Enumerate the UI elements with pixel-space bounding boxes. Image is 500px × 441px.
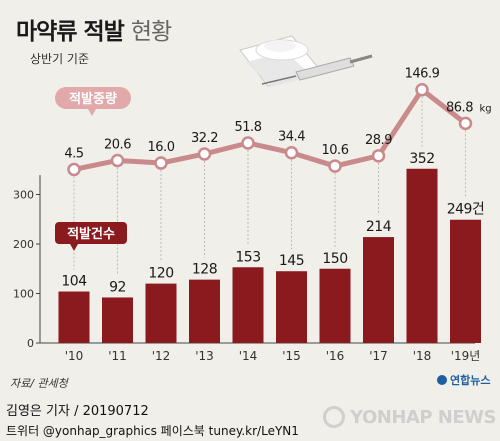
bar-value-label: 249건 bbox=[447, 202, 485, 218]
subtitle: 상반기 기준 bbox=[30, 52, 90, 66]
weight-value-label: 20.6 bbox=[104, 137, 131, 152]
weight-point bbox=[458, 116, 473, 131]
weight-value-label: 4.5 bbox=[64, 146, 83, 161]
weight-value-label: 28.9 bbox=[365, 133, 392, 148]
weight-point bbox=[328, 159, 342, 173]
x-tick-label: '18 bbox=[413, 349, 432, 363]
weight-unit-label: kg bbox=[480, 103, 492, 114]
author-credit: 김영은 기자 / 20190712 bbox=[6, 404, 149, 419]
agency-logo: 연합뉴스 bbox=[437, 372, 490, 388]
x-tick-label: '12 bbox=[152, 349, 171, 363]
weight-point bbox=[110, 153, 125, 168]
bar-series bbox=[58, 168, 481, 343]
bar-value-label: 92 bbox=[109, 279, 126, 295]
weight-point bbox=[284, 145, 299, 160]
weight-value-label: 51.8 bbox=[235, 120, 262, 135]
legend-count-badge: 적발건수 bbox=[55, 222, 127, 251]
bar-value-label: 104 bbox=[61, 274, 87, 290]
x-tick-label: '10 bbox=[65, 349, 84, 363]
legend-count-label: 적발건수 bbox=[67, 226, 115, 242]
weight-point bbox=[371, 149, 386, 163]
agency-logo-icon bbox=[437, 375, 447, 385]
bar bbox=[232, 267, 264, 343]
weight-line bbox=[73, 87, 468, 172]
weight-point bbox=[241, 136, 255, 150]
bar-value-label: 214 bbox=[366, 219, 392, 235]
legend-weight-badge: 적발중량 bbox=[55, 87, 131, 116]
x-tick-label: '16 bbox=[326, 349, 345, 363]
weight-value-label: 16.0 bbox=[148, 140, 175, 155]
title-main: 마약류 적발 bbox=[16, 19, 125, 45]
weight-point bbox=[197, 147, 212, 161]
bar bbox=[450, 219, 481, 343]
x-tick-label: '14 bbox=[239, 349, 258, 363]
y-tick-label: 300 bbox=[13, 189, 34, 202]
syringe-illustration-icon bbox=[239, 35, 373, 87]
bar-value-label: 153 bbox=[235, 249, 260, 265]
weight-value-label: 32.2 bbox=[191, 131, 218, 146]
title-light: 현황 bbox=[130, 19, 172, 45]
weight-value-label: 146.9 bbox=[405, 67, 440, 82]
source-note: 자료/ 관세청 bbox=[10, 377, 68, 390]
page-title: 마약류 적발 현황 bbox=[16, 12, 172, 46]
bar bbox=[319, 268, 351, 343]
bar bbox=[145, 283, 177, 343]
weight-point bbox=[415, 82, 429, 97]
legend-weight-label: 적발중량 bbox=[69, 91, 117, 107]
weight-point bbox=[154, 156, 168, 170]
x-tick-label: '17 bbox=[369, 349, 388, 363]
bar bbox=[363, 237, 394, 343]
bar-value-label: 352 bbox=[409, 151, 434, 167]
bar bbox=[406, 168, 438, 343]
weight-value-label: 34.4 bbox=[278, 130, 305, 145]
weight-value-label: 10.6 bbox=[322, 143, 349, 158]
bar bbox=[102, 297, 133, 343]
weight-value-label: 86.8 bbox=[446, 100, 473, 115]
y-tick-label: 0 bbox=[27, 337, 34, 350]
bar-value-label: 120 bbox=[148, 266, 173, 282]
y-tick-label: 200 bbox=[13, 238, 34, 251]
line-series bbox=[67, 82, 473, 276]
watermark-logo: YONHAP NEWS bbox=[318, 398, 496, 436]
x-tick-label: '15 bbox=[282, 349, 301, 363]
bar bbox=[189, 279, 220, 343]
weight-point bbox=[67, 162, 81, 177]
chart-labels: 104 '10 92 '11 120 '12 128 '13 153 '14 145 '15 150 '1… bbox=[55, 67, 492, 363]
yonhap-logo-icon bbox=[323, 406, 346, 428]
x-tick-label: '19년 bbox=[451, 349, 481, 363]
bar-value-label: 150 bbox=[322, 251, 347, 267]
bar bbox=[276, 271, 307, 343]
watermark-text: YONHAP NEWS bbox=[350, 406, 496, 428]
agency-name: 연합뉴스 bbox=[450, 374, 491, 387]
x-tick-label: '11 bbox=[108, 349, 127, 363]
x-tick-label: '13 bbox=[195, 349, 214, 363]
social-credit: 트위터 @yonhap_graphics 페이스북 tuney.kr/LeYN1 bbox=[6, 424, 299, 438]
bar-value-label: 128 bbox=[192, 262, 217, 278]
y-tick-label: 100 bbox=[13, 288, 34, 301]
bar-value-label: 145 bbox=[279, 253, 304, 269]
bar bbox=[58, 291, 90, 343]
